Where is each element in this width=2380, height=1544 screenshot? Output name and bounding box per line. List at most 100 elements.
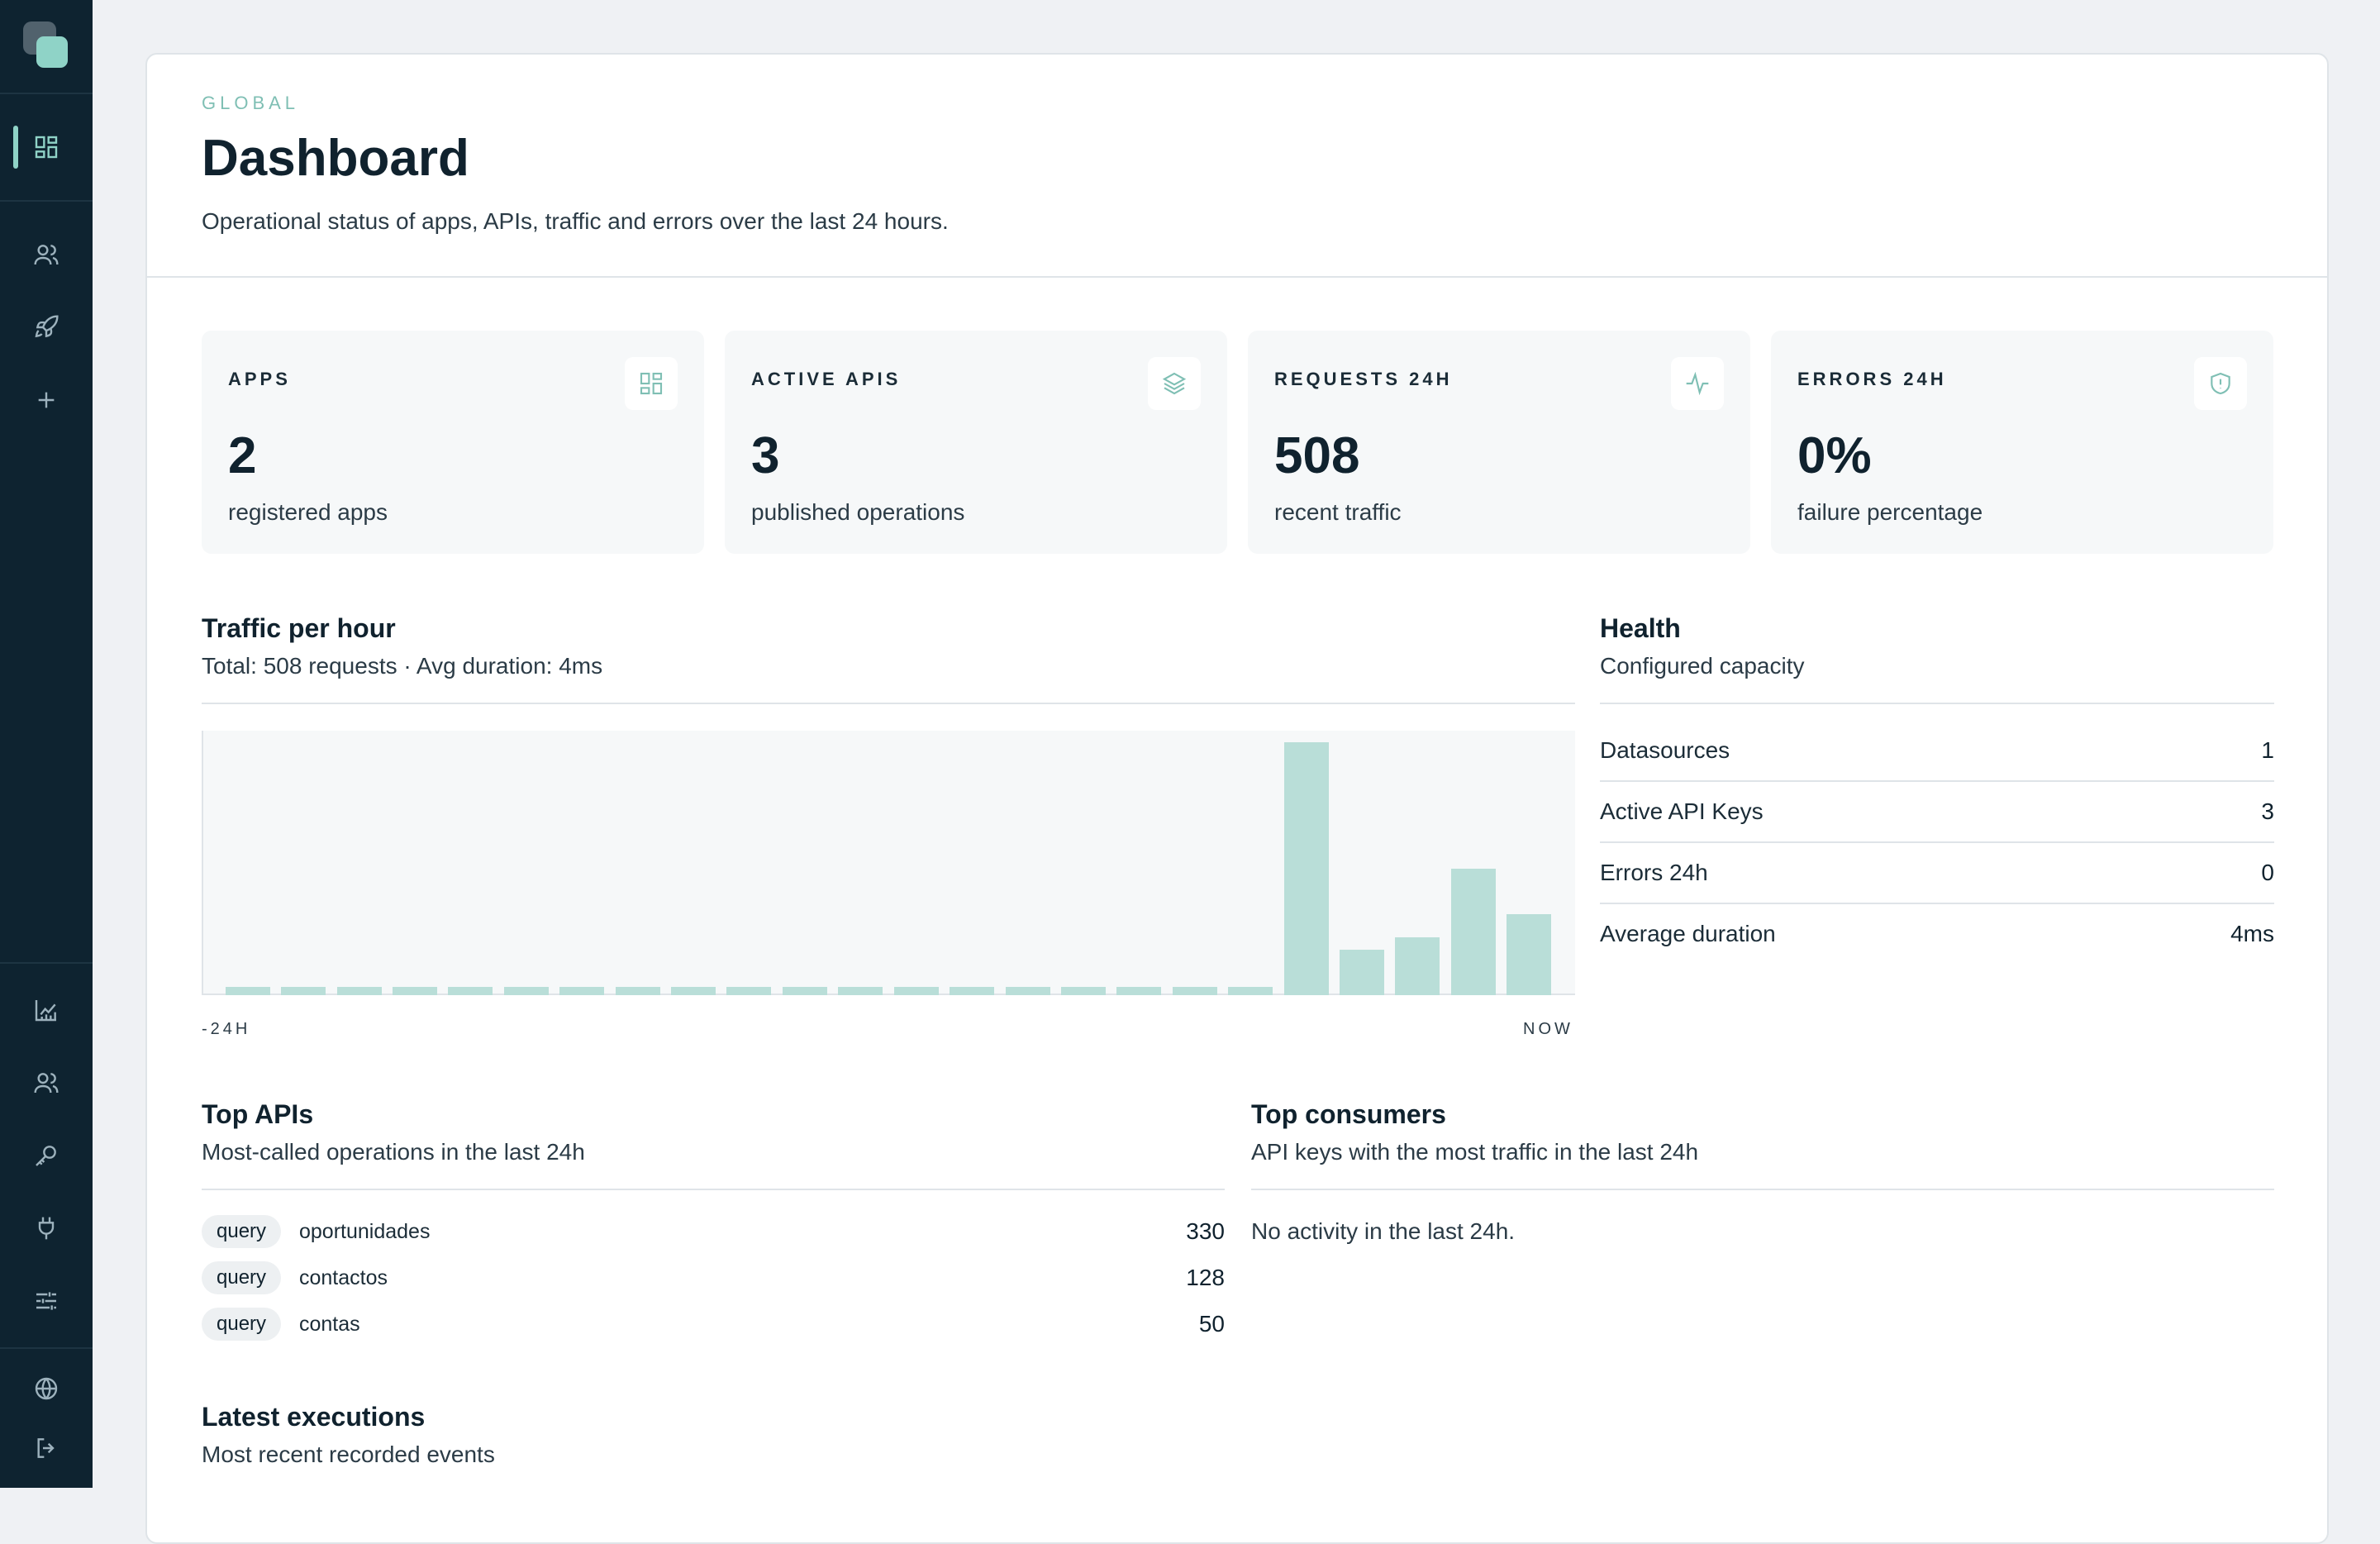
app-logo[interactable] [23, 21, 69, 68]
traffic-bar [226, 987, 270, 995]
sidebar-divider [0, 962, 93, 964]
sidebar-item-datasources[interactable] [23, 1205, 69, 1251]
dashboard-icon [35, 136, 58, 159]
health-value: 0 [2261, 860, 2274, 885]
top-consumers-subtitle: API keys with the most traffic in the la… [1251, 1139, 1699, 1165]
sidebar-item-language[interactable] [23, 1365, 69, 1412]
sidebar-item-keys[interactable] [23, 1132, 69, 1179]
chart-y-axis [202, 731, 203, 995]
health-value: 1 [2261, 737, 2274, 763]
grid-icon [640, 372, 663, 395]
top-consumers-title: Top consumers [1251, 1099, 1446, 1129]
health-row-errors: Errors 24h 0 [1600, 845, 2274, 904]
latest-executions-subtitle: Most recent recorded events [202, 1442, 495, 1467]
section-divider [202, 703, 1575, 704]
logout-icon [37, 1438, 55, 1458]
top-api-row[interactable]: query contas 50 [202, 1304, 1225, 1344]
stat-value: 508 [1274, 427, 1360, 484]
sidebar-divider [0, 200, 93, 202]
traffic-bar [1061, 987, 1106, 995]
traffic-bar [559, 987, 604, 995]
stat-value: 3 [751, 427, 780, 484]
stat-description: failure percentage [1797, 499, 1983, 525]
traffic-bar [1173, 987, 1217, 995]
traffic-title: Traffic per hour [202, 613, 396, 643]
operation-count: 128 [1186, 1265, 1225, 1290]
traffic-bar [448, 987, 493, 995]
stat-card-apps: APPS 2 registered apps [202, 331, 704, 554]
sidebar-item-settings[interactable] [23, 1278, 69, 1324]
operation-type-badge: query [202, 1308, 282, 1341]
sliders-icon [36, 1292, 56, 1310]
stat-card-requests: REQUESTS 24H 508 recent traffic [1248, 331, 1750, 554]
traffic-bar [616, 987, 660, 995]
health-key: Average duration [1600, 921, 1776, 946]
sidebar-divider [0, 93, 93, 94]
traffic-bar [1395, 937, 1440, 995]
page-eyebrow: GLOBAL [202, 93, 300, 113]
chart-x-start-label: -24H [202, 1020, 251, 1038]
plus-icon [38, 392, 55, 408]
rocket-icon [35, 315, 59, 338]
sidebar-item-logout[interactable] [23, 1425, 69, 1471]
pulse-icon [1686, 371, 1709, 396]
key-icon [36, 1146, 56, 1166]
traffic-bar [1006, 987, 1050, 995]
traffic-bar [393, 987, 437, 995]
layers-icon [1162, 372, 1187, 395]
section-divider [202, 1189, 1225, 1190]
users-icon [34, 1073, 59, 1094]
traffic-bar [783, 987, 827, 995]
operation-type-badge: query [202, 1261, 282, 1294]
stat-value: 2 [228, 427, 257, 484]
page-subtitle: Operational status of apps, APIs, traffi… [202, 208, 949, 234]
chart-line-icon [35, 1000, 56, 1022]
globe-icon [35, 1377, 58, 1400]
health-key: Errors 24h [1600, 860, 1708, 885]
users-icon [34, 245, 59, 265]
traffic-bar [894, 987, 939, 995]
health-value: 3 [2261, 798, 2274, 824]
sidebar-item-add[interactable] [23, 377, 69, 423]
page-header: GLOBAL Dashboard Operational status of a… [147, 55, 2327, 278]
traffic-bar [1340, 950, 1384, 995]
operation-name: contas [299, 1313, 360, 1336]
traffic-bar [337, 987, 382, 995]
traffic-bar [671, 987, 716, 995]
traffic-bar [1284, 742, 1329, 995]
health-key: Active API Keys [1600, 798, 1764, 824]
traffic-bar [838, 987, 883, 995]
sidebar-item-users[interactable] [23, 231, 69, 278]
health-key: Datasources [1600, 737, 1730, 763]
dashboard-card: GLOBAL Dashboard Operational status of a… [145, 53, 2329, 1544]
top-api-row[interactable]: query contactos 128 [202, 1258, 1225, 1298]
stat-label: APPS [228, 369, 291, 389]
page-title: Dashboard [202, 130, 469, 187]
sidebar-item-analytics[interactable] [23, 987, 69, 1033]
operation-count: 330 [1186, 1218, 1225, 1244]
traffic-bar [1507, 914, 1551, 995]
sidebar-divider [0, 1347, 93, 1349]
chart-x-axis [202, 994, 1575, 995]
top-api-row[interactable]: query oportunidades 330 [202, 1212, 1225, 1251]
section-divider [1251, 1189, 2274, 1190]
sidebar-item-deploy[interactable] [23, 304, 69, 350]
sidebar-item-consumers[interactable] [23, 1060, 69, 1106]
latest-executions-title: Latest executions [202, 1402, 426, 1432]
operation-type-badge: query [202, 1215, 282, 1248]
top-apis-subtitle: Most-called operations in the last 24h [202, 1139, 585, 1165]
stat-label: ERRORS 24H [1797, 369, 1947, 389]
health-row-api-keys: Active API Keys 3 [1600, 784, 2274, 843]
sidebar-item-dashboard[interactable] [23, 124, 69, 170]
top-apis-title: Top APIs [202, 1099, 314, 1129]
section-divider [1600, 703, 2274, 704]
traffic-bar [950, 987, 994, 995]
traffic-bar [726, 987, 771, 995]
plug-icon [38, 1217, 55, 1240]
stat-card-errors: ERRORS 24H 0% failure percentage [1771, 331, 2273, 554]
traffic-subtitle: Total: 508 requests · Avg duration: 4ms [202, 653, 603, 679]
top-consumers-empty: No activity in the last 24h. [1251, 1218, 1516, 1244]
health-row-datasources: Datasources 1 [1600, 722, 2274, 782]
active-indicator [13, 126, 18, 169]
chart-x-end-label: NOW [1523, 1020, 1573, 1038]
